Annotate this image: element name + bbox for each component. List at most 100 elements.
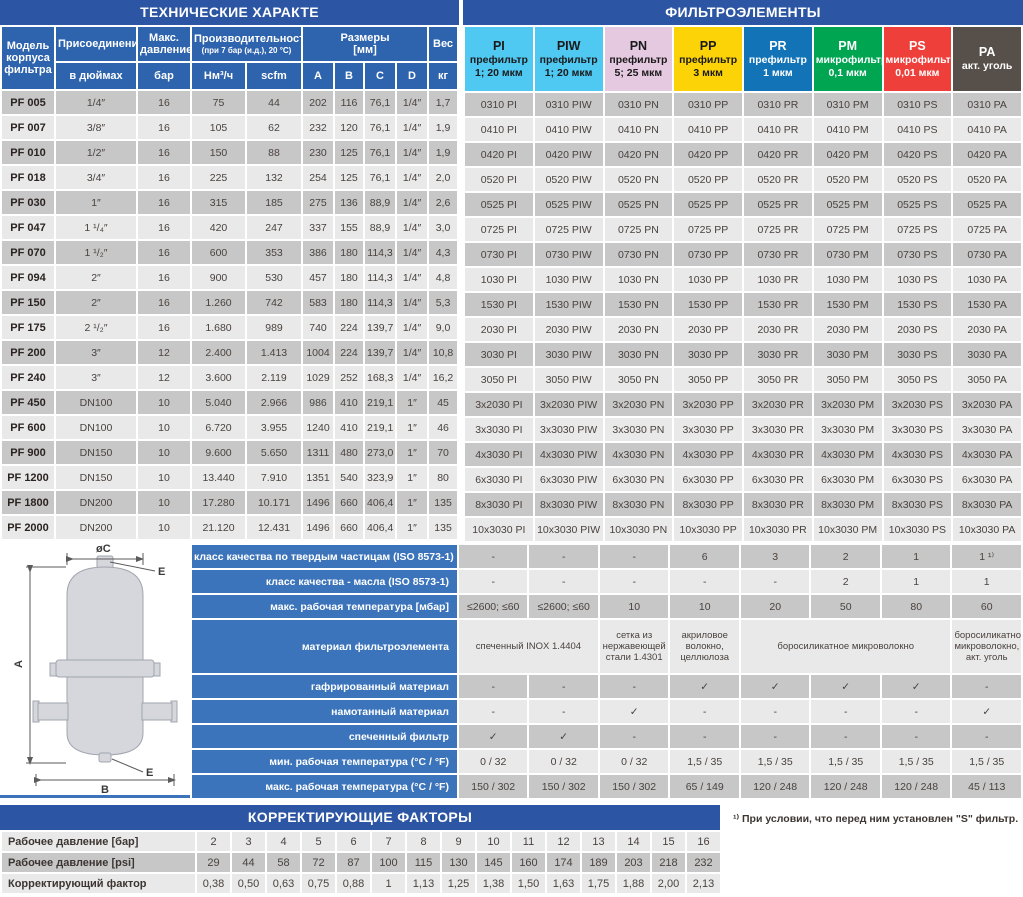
footnote: ¹⁾ При условии, что перед ним установлен… — [733, 813, 1019, 825]
element-code-cell: 0725 PM — [813, 218, 882, 241]
tech-value: 2″ — [56, 291, 136, 314]
model-code: PF 094 — [2, 266, 54, 289]
element-column-header-pi: PI префильтр 1; 20 мкм — [465, 27, 533, 91]
element-code-cell: 0725 PR — [744, 218, 812, 241]
element-code-cell: 1030 PM — [813, 268, 882, 291]
element-code-cell: 0410 PN — [604, 118, 673, 141]
element-code-cell: 0420 PA — [953, 143, 1021, 166]
tech-value: 16 — [138, 166, 190, 189]
spec-value: - — [599, 675, 669, 698]
tech-value: 135 — [429, 516, 458, 539]
tech-value: 410 — [335, 391, 364, 414]
correction-block: КОРРЕКТИРУЮЩИЕ ФАКТОРЫ Рабочее давление … — [0, 805, 720, 895]
spec-row: макс. рабочая температура [мбар] ≤2600; ≤… — [192, 595, 1021, 618]
element-code-cell: 3050 PP — [674, 368, 742, 391]
tech-value: 10 — [138, 391, 190, 414]
tech-value: 742 — [247, 291, 302, 314]
element-code-cell: 8x3030 PA — [953, 493, 1021, 516]
dim-port-bottom-label: E — [146, 767, 153, 779]
element-code-cell: 0725 PI — [465, 218, 533, 241]
tech-row: PF 2000 DN200 10 21.120 12.431 1496 660 406,4 1″… — [2, 516, 458, 539]
element-code-cell: 3x3030 PA — [953, 418, 1021, 441]
tech-value: 410 — [335, 416, 364, 439]
tech-value: DN100 — [56, 391, 136, 414]
tech-value: DN200 — [56, 491, 136, 514]
spec-value: 120 / 248 — [811, 775, 880, 798]
element-row: 0420 PI 0420 PIW 0420 PN 0420 PP 0420 PR 0420… — [465, 143, 1021, 166]
tech-value: 3″ — [56, 366, 136, 389]
spec-value: 1 ¹⁾ — [952, 545, 1021, 568]
tech-value: 323,9 — [365, 466, 396, 489]
tech-value: 1 ¹/₄″ — [56, 216, 136, 239]
correction-value: 2 — [197, 832, 230, 851]
tech-value: 660 — [335, 516, 364, 539]
spec-value: 1 — [881, 545, 951, 568]
spec-value: 150 / 302 — [458, 775, 528, 798]
element-code-cell: 3x2030 PP — [674, 393, 742, 416]
tech-value: 1″ — [397, 416, 428, 439]
element-code-cell: 0520 PI — [465, 168, 533, 191]
element-code-cell: 0725 PN — [604, 218, 673, 241]
element-code-cell: 0730 PIW — [534, 243, 603, 266]
correction-value: 7 — [372, 832, 405, 851]
element-row: 0525 PI 0525 PIW 0525 PN 0525 PP 0525 PR 0525… — [465, 193, 1021, 216]
spec-value: 120 / 248 — [881, 775, 951, 798]
element-code-cell: 10x3030 PP — [674, 518, 742, 541]
tech-value: 44 — [247, 91, 302, 114]
correction-value: 14 — [617, 832, 650, 851]
element-code-cell: 6x3030 PA — [953, 468, 1021, 491]
tech-value: 337 — [303, 216, 334, 239]
tech-value: 1.680 — [192, 316, 245, 339]
tech-value: 1/4″ — [397, 316, 428, 339]
subheader-dim-a: A — [303, 63, 334, 89]
spec-value: ✓ — [952, 700, 1021, 723]
tech-value: 1.260 — [192, 291, 245, 314]
correction-title: КОРРЕКТИРУЮЩИЕ ФАКТОРЫ — [0, 805, 720, 830]
spec-value: ✓ — [599, 700, 669, 723]
element-column-header-piw: PIW префильтр 1; 20 мкм — [534, 27, 603, 91]
element-column-header-pm: PM микрофильтр 0,1 мкм — [813, 27, 882, 91]
element-code-cell: 8x3030 PM — [813, 493, 882, 516]
element-code-cell: 0420 PP — [674, 143, 742, 166]
element-code-cell: 1030 PIW — [534, 268, 603, 291]
tech-value: 76,1 — [365, 166, 396, 189]
element-code: PP — [699, 38, 717, 53]
dim-width-label: B — [101, 784, 109, 796]
element-code-cell: 4x3030 PM — [813, 443, 882, 466]
dim-port-top-label: E — [158, 566, 165, 578]
housing-drawing: øC E A B E — [13, 543, 178, 796]
spec-value: 20 — [740, 595, 810, 618]
element-row: 10x3030 PI 10x3030 PIW 10x3030 PN 10x3030 P… — [465, 518, 1021, 541]
correction-value: 0,38 — [197, 874, 230, 893]
spec-value: 0 / 32 — [529, 750, 598, 773]
dims-label: Размеры — [340, 32, 390, 44]
element-rating: 1; 20 мкм — [544, 66, 593, 79]
tech-value: 5.040 — [192, 391, 245, 414]
element-column-header-pa: PA акт. уголь — [953, 27, 1021, 91]
tech-value: 406,4 — [365, 516, 396, 539]
element-code-cell: 0420 PIW — [534, 143, 603, 166]
tech-value: 180 — [335, 291, 364, 314]
element-code-cell: 0730 PM — [813, 243, 882, 266]
tech-value: 1/4″ — [397, 166, 428, 189]
element-code-cell: 3030 PI — [465, 343, 533, 366]
spec-label: макс. рабочая температура [мбар] — [192, 595, 457, 618]
element-code-cell: 0520 PM — [813, 168, 882, 191]
tech-value: 76,1 — [365, 91, 396, 114]
spec-value: - — [529, 545, 598, 568]
tech-value: 13.440 — [192, 466, 245, 489]
capacity-label: Производительность — [194, 33, 302, 45]
correction-value: 13 — [582, 832, 615, 851]
spec-value: ✓ — [458, 725, 528, 748]
tech-value: 1311 — [303, 441, 334, 464]
element-code-cell: 0310 PR — [744, 93, 812, 116]
tech-value: 1/4″ — [397, 366, 428, 389]
correction-value: 87 — [337, 853, 370, 872]
correction-value: 8 — [407, 832, 440, 851]
element-code-cell: 2030 PI — [465, 318, 533, 341]
elements-block: ФИЛЬТРОЭЛЕМЕНТЫ PI префильтр 1; 20 мкм PIW п… — [463, 0, 1023, 543]
spec-value: 65 / 149 — [670, 775, 739, 798]
spec-label: материал фильтроэлемента — [192, 620, 457, 673]
element-code-cell: 1530 PN — [604, 293, 673, 316]
